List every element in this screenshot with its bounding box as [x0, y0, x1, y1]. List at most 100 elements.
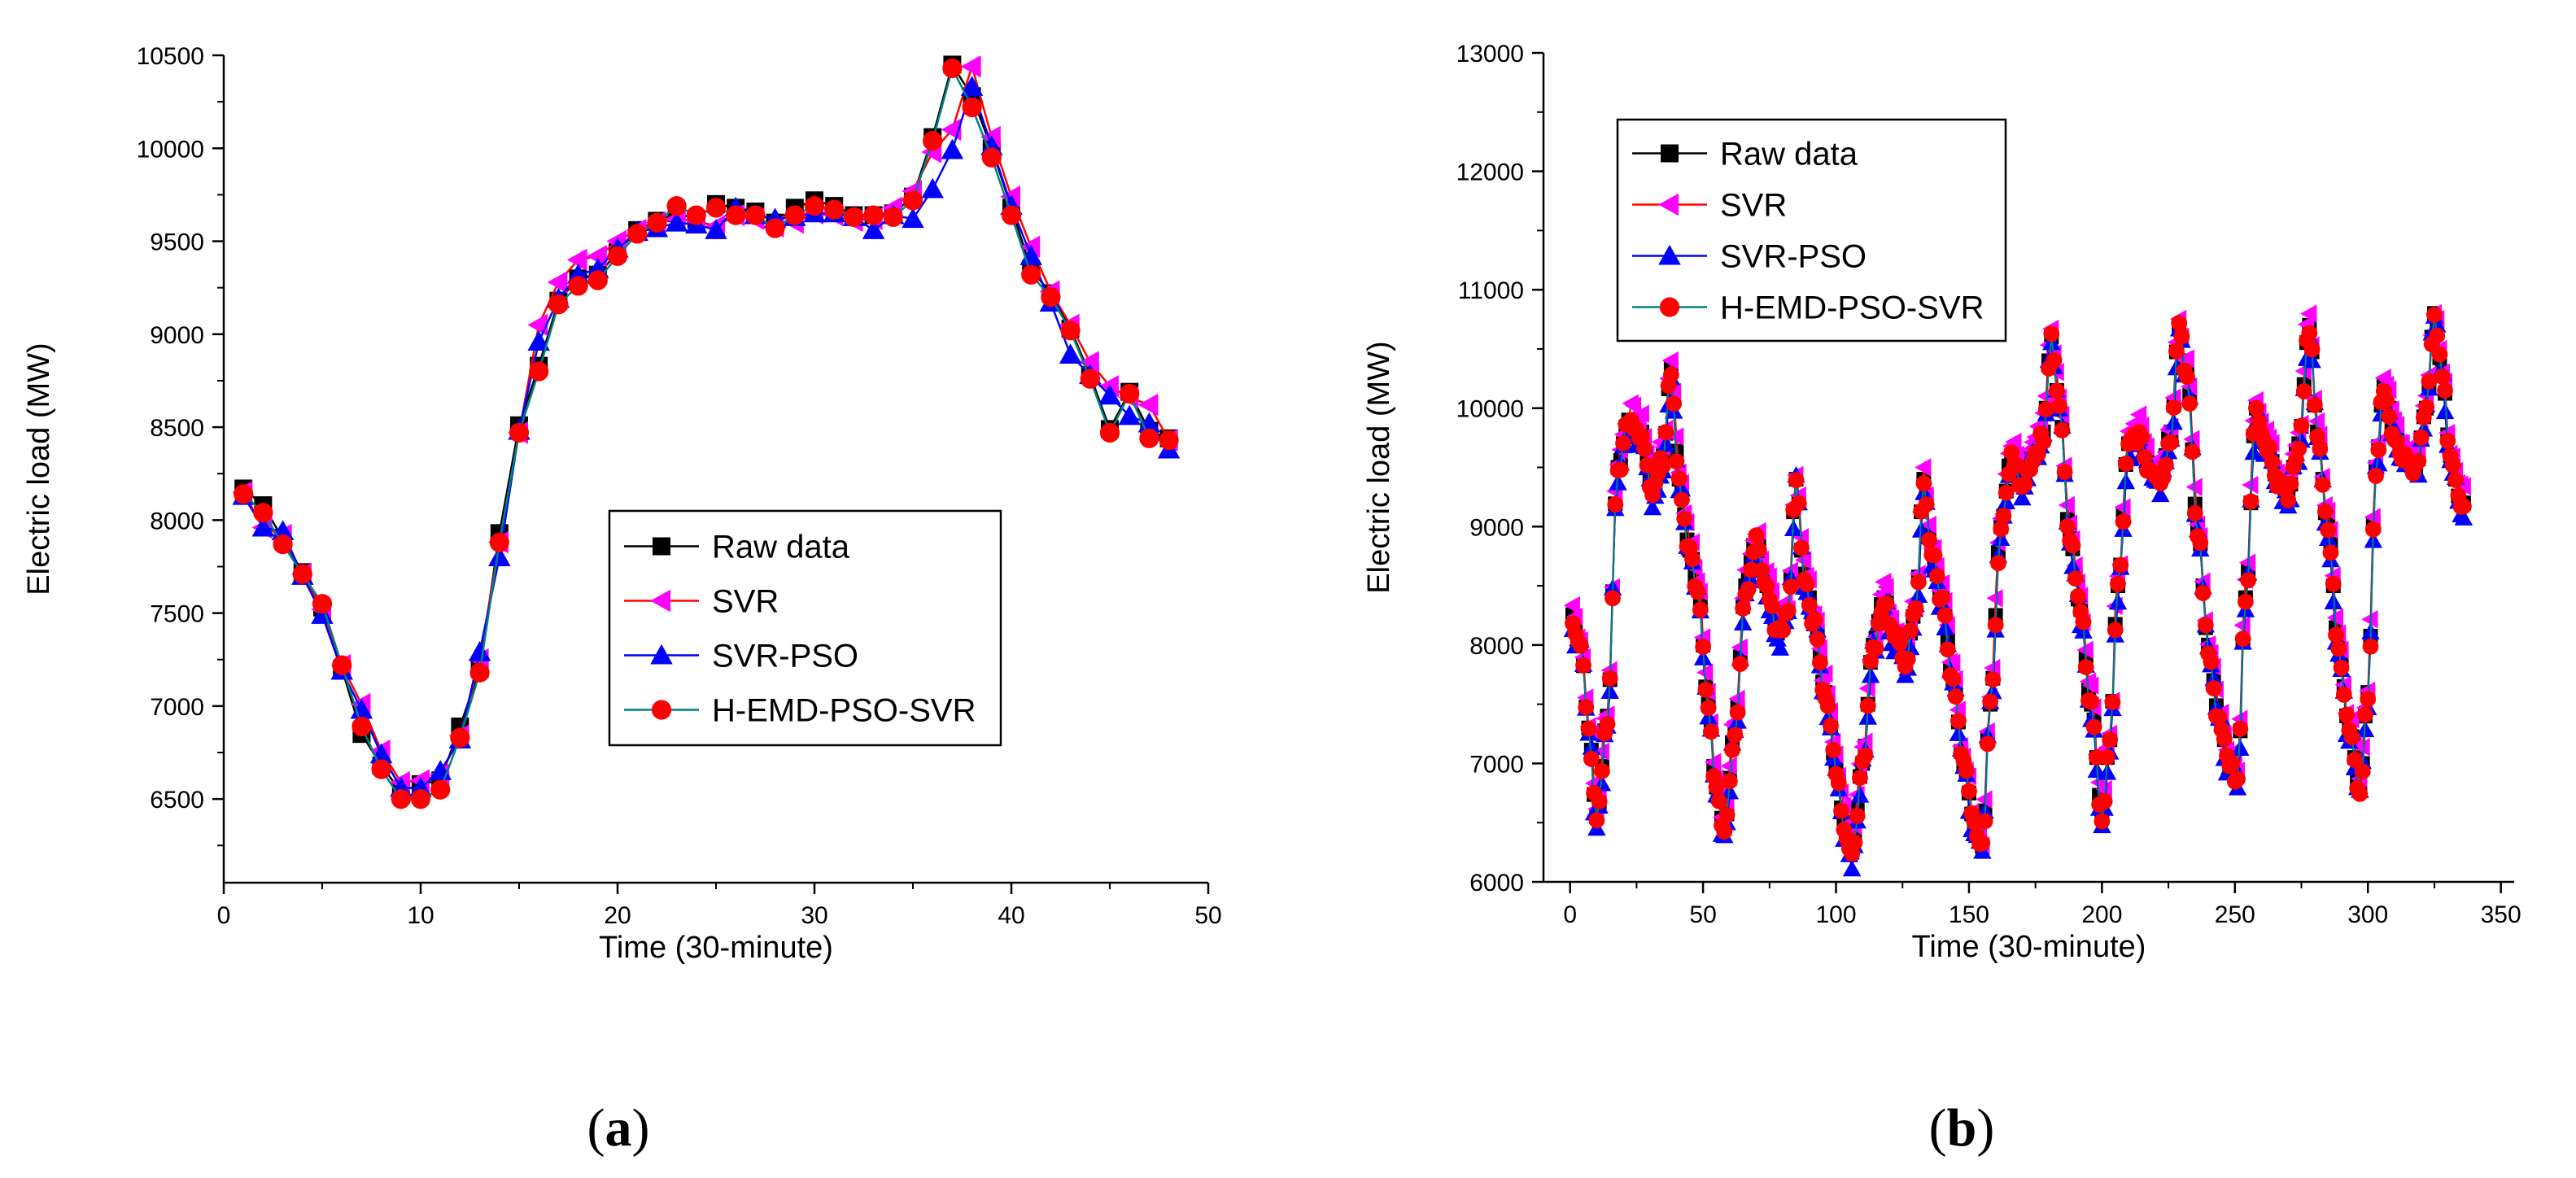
chart-a-x-tick-label: 50: [1194, 902, 1221, 929]
chart-a-data-point: [527, 330, 550, 351]
chart-a-x-axis-title: Time (30-minute): [599, 931, 833, 965]
chart-a-data-point: [784, 205, 805, 225]
chart-b-data-point: [1588, 812, 1605, 829]
chart-b-data-point: [2099, 748, 2115, 766]
chart-b-data-point: [1750, 541, 1767, 558]
chart-b-data-point: [1661, 351, 1679, 370]
chart-a-data-point: [666, 196, 687, 216]
chart-b-data-point: [2232, 720, 2249, 737]
chart-b-y-tick-label: 13000: [1456, 41, 1524, 68]
chart-b-data-point: [2364, 521, 2382, 538]
chart-panel-a: 0 10 20 30 40 50 6500 7000 7500 8000 8500 9000 9500 1…: [22, 43, 1222, 965]
chart-b-legend-marker: [1659, 297, 1680, 317]
chart-b-data-point: [1976, 790, 1993, 809]
chart-b-legend-label: SVR-PSO: [1720, 239, 1867, 275]
chart-a-data-point: [547, 271, 568, 294]
chart-a-legend-box: [608, 509, 1002, 747]
chart-b-data-point: [1910, 574, 1927, 591]
chart-b-data-point: [1856, 732, 1873, 752]
chart-b-data-point: [2360, 691, 2377, 708]
chart-a-y-tick-label: 9000: [150, 322, 204, 349]
chart-b-data-point: [2248, 399, 2264, 417]
chart-b-data-point: [1710, 792, 1727, 809]
chart-b-data-point: [2410, 452, 2427, 469]
chart-b-data-point: [2238, 553, 2256, 572]
chart-a-data-point: [1118, 404, 1141, 425]
chart-b-data-point: [2205, 680, 2222, 696]
chart-b-data-point: [1632, 404, 1649, 423]
chart-b-data-point: [2094, 813, 2111, 830]
chart-b-data-point: [1809, 630, 1826, 648]
chart-b-data-point: [1624, 396, 1642, 415]
chart-b-data-point: [1918, 496, 1935, 513]
chart-b-data-point: [2192, 534, 2209, 552]
chart-b-data-point: [2082, 676, 2099, 695]
chart-b-data-point: [1987, 617, 2004, 634]
chart-b-data-point: [1764, 598, 1780, 614]
caption-a: (a): [587, 1098, 650, 1158]
chart-b-data-point: [2309, 428, 2326, 445]
chart-b-data-point: [2290, 440, 2307, 457]
chart-b-data-point: [2324, 592, 2342, 609]
chart-b-data-point: [2137, 437, 2155, 456]
chart-b-data-point: [2312, 440, 2329, 457]
chart-b-data-point: [1921, 531, 1937, 548]
chart-b-data-point: [2389, 433, 2406, 450]
chart-b-data-point: [2098, 763, 2117, 780]
chart-b-x-axis-title: Time (30-minute): [1912, 930, 2146, 964]
chart-a-data-point: [960, 55, 981, 78]
chart-b-data-point: [2455, 498, 2472, 515]
chart-b-data-point: [2168, 342, 2185, 360]
chart-b-data-point: [1727, 726, 1744, 744]
chart-b-data-point: [1862, 652, 1879, 670]
chart-b-data-point: [1947, 688, 1964, 705]
chart-a-data-point: [509, 422, 530, 443]
chart-b-data-point: [1634, 428, 1650, 445]
chart-b-data-point: [1662, 366, 1679, 383]
chart-a-data-point: [745, 205, 766, 225]
chart-a-data-point: [548, 294, 569, 315]
chart-b-data-point: [1974, 835, 1991, 852]
chart-b-data-point: [2328, 626, 2344, 644]
chart-b-data-point: [1578, 699, 1595, 716]
chart-b-y-tick-label: 9000: [1469, 514, 1524, 541]
chart-b-data-point: [2163, 434, 2180, 451]
chart-a-data-point: [726, 205, 746, 225]
chart-a-data-point: [942, 58, 963, 79]
chart-b-data-point: [1892, 635, 1908, 652]
chart-b-data-point: [1724, 741, 1740, 758]
chart-a-data-point: [862, 219, 885, 239]
chart-b-data-point: [1657, 435, 1675, 452]
chart-b-data-point: [1599, 716, 1616, 733]
chart-b-data-point: [2211, 709, 2228, 726]
chart-b-data-point: [2295, 383, 2312, 399]
chart-b-data-point: [2293, 417, 2310, 434]
chart-b-legend-label: H-EMD-PSO-SVR: [1720, 290, 1984, 326]
chart-b-legend-label: Raw data: [1720, 137, 1858, 172]
chart-b-data-point: [2151, 485, 2170, 503]
chart-b-data-point: [2240, 572, 2257, 589]
chart-b-data-point: [1902, 622, 1919, 639]
chart-b-data-point: [1788, 472, 1805, 489]
chart-a-data-point: [529, 361, 549, 382]
chart-a-data-point: [253, 503, 273, 523]
chart-b-data-point: [1720, 757, 1737, 775]
chart-b-data-point: [2110, 575, 2126, 592]
chart-b-data-point: [1779, 602, 1797, 619]
chart-b-data-point: [2102, 731, 2119, 748]
chart-b-data-point: [2303, 341, 2321, 358]
chart-b-data-point: [2203, 653, 2220, 670]
chart-b-data-point: [2444, 456, 2461, 473]
chart-a-data-point: [469, 662, 490, 683]
chart-b-data-point: [2173, 328, 2190, 345]
chart-b-data-point: [1857, 747, 1874, 764]
chart-b-legend-box: [1616, 118, 2007, 342]
chart-b-data-point: [1819, 698, 1836, 714]
chart-a-data-point: [941, 138, 964, 159]
chart-b-data-point: [2351, 785, 2369, 802]
chart-b-data-point: [1812, 654, 1828, 671]
chart-b-data-point: [1830, 774, 1847, 792]
chart-b-data-point: [2338, 706, 2355, 723]
chart-b-data-point: [1816, 664, 1833, 683]
chart-b-data-point: [2282, 475, 2299, 492]
